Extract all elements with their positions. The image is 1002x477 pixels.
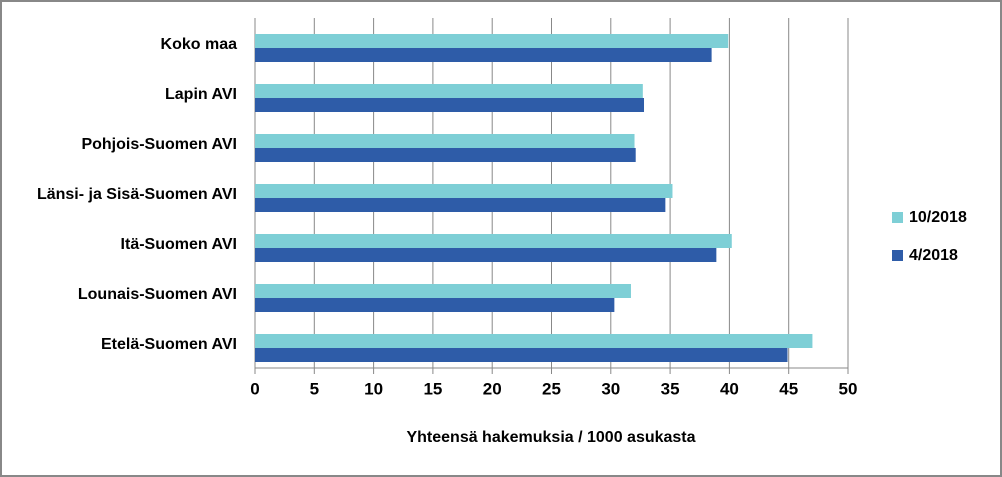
bar [255, 348, 788, 362]
bar [255, 98, 645, 112]
bar [255, 34, 729, 48]
bar [255, 84, 643, 98]
y-tick-label: Itä-Suomen AVI [121, 236, 237, 253]
y-tick-label: Lounais-Suomen AVI [78, 286, 237, 303]
x-tick-label: 35 [661, 379, 680, 398]
bar [255, 248, 717, 262]
x-tick-label: 5 [310, 379, 319, 398]
x-tick-label: 0 [250, 379, 259, 398]
y-tick-label: Länsi- ja Sisä-Suomen AVI [37, 186, 237, 203]
legend-swatch [892, 212, 903, 223]
bar [255, 234, 732, 248]
y-tick-label: Etelä-Suomen AVI [101, 336, 237, 353]
x-axis-title: Yhteensä hakemuksia / 1000 asukasta [406, 429, 695, 446]
bar [255, 184, 673, 198]
x-tick-label: 20 [483, 379, 502, 398]
bar [255, 48, 712, 62]
x-tick-label: 15 [423, 379, 442, 398]
legend-label: 4/2018 [909, 247, 958, 264]
bar [255, 334, 813, 348]
bar [255, 198, 666, 212]
bar [255, 298, 615, 312]
x-tick-label: 30 [601, 379, 620, 398]
x-tick-label: 10 [364, 379, 383, 398]
bar [255, 134, 635, 148]
bar [255, 284, 631, 298]
y-tick-label: Lapin AVI [165, 86, 237, 103]
y-tick-label: Koko maa [161, 36, 238, 53]
legend-label: 10/2018 [909, 209, 967, 226]
x-tick-label: 45 [779, 379, 798, 398]
y-tick-label: Pohjois-Suomen AVI [81, 136, 237, 153]
x-tick-label: 40 [720, 379, 739, 398]
x-tick-label: 50 [839, 379, 858, 398]
legend-swatch [892, 250, 903, 261]
bar [255, 148, 636, 162]
x-tick-label: 25 [542, 379, 561, 398]
